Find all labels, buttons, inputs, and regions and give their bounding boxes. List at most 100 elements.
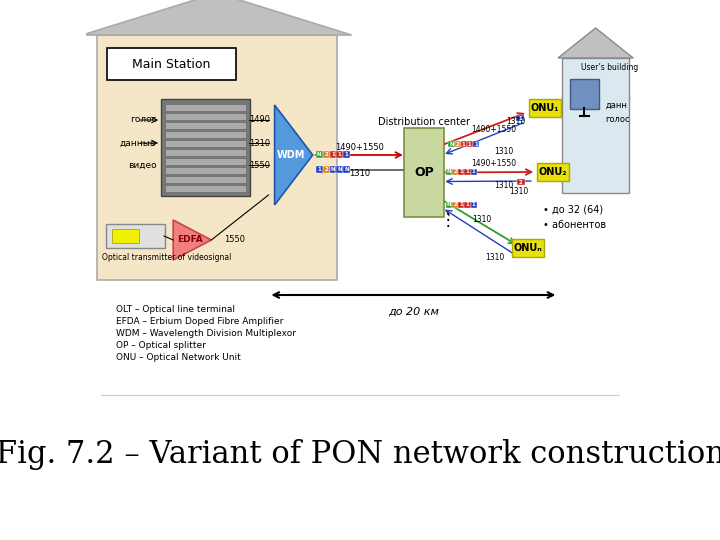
Text: ⋮: ⋮ xyxy=(439,211,456,229)
FancyBboxPatch shape xyxy=(516,115,524,121)
Text: 1490+1550: 1490+1550 xyxy=(335,143,384,152)
Text: Fig. 7.2 – Variant of PON network construction: Fig. 7.2 – Variant of PON network constr… xyxy=(0,440,720,470)
FancyBboxPatch shape xyxy=(471,168,477,174)
Text: Main Station: Main Station xyxy=(132,57,211,71)
Text: 2: 2 xyxy=(456,141,459,146)
FancyBboxPatch shape xyxy=(473,141,479,147)
Text: видео: видео xyxy=(127,160,156,170)
FancyBboxPatch shape xyxy=(165,167,246,174)
Text: 1: 1 xyxy=(472,202,475,207)
Text: 1550: 1550 xyxy=(224,235,245,245)
Text: до 20 км: до 20 км xyxy=(388,307,438,317)
FancyBboxPatch shape xyxy=(161,99,251,196)
Text: голос: голос xyxy=(606,116,630,125)
Text: 1: 1 xyxy=(472,169,475,174)
FancyBboxPatch shape xyxy=(343,151,350,158)
FancyBboxPatch shape xyxy=(464,168,471,174)
Text: 1: 1 xyxy=(468,141,472,146)
FancyBboxPatch shape xyxy=(446,168,452,174)
Text: Optical transmitter of videosignal: Optical transmitter of videosignal xyxy=(102,253,232,262)
Text: N: N xyxy=(344,167,349,172)
Text: WDM: WDM xyxy=(277,150,305,160)
Text: 2: 2 xyxy=(454,202,457,207)
FancyBboxPatch shape xyxy=(316,166,323,173)
FancyBboxPatch shape xyxy=(330,151,336,158)
Text: 1: 1 xyxy=(459,202,463,207)
Text: 1: 1 xyxy=(459,169,463,174)
Text: N: N xyxy=(449,141,454,146)
Text: 1310: 1310 xyxy=(472,215,492,225)
Text: EFDA – Erbium Doped Fibre Amplifier: EFDA – Erbium Doped Fibre Amplifier xyxy=(116,318,284,327)
FancyBboxPatch shape xyxy=(112,229,139,243)
FancyBboxPatch shape xyxy=(452,202,459,208)
Text: ONU – Optical Network Unit: ONU – Optical Network Unit xyxy=(116,354,240,362)
Text: 1: 1 xyxy=(518,116,522,120)
FancyBboxPatch shape xyxy=(107,48,235,80)
Text: 1490: 1490 xyxy=(249,116,270,125)
FancyBboxPatch shape xyxy=(165,113,246,120)
FancyBboxPatch shape xyxy=(446,202,452,208)
Text: 1: 1 xyxy=(331,152,335,157)
FancyBboxPatch shape xyxy=(459,168,464,174)
Polygon shape xyxy=(97,35,337,280)
Text: Distribution center: Distribution center xyxy=(378,117,470,127)
Text: N: N xyxy=(317,152,322,157)
FancyBboxPatch shape xyxy=(570,79,598,109)
Text: WDM – Wavelength Division Multiplexor: WDM – Wavelength Division Multiplexor xyxy=(116,329,296,339)
FancyBboxPatch shape xyxy=(165,158,246,165)
FancyBboxPatch shape xyxy=(165,149,246,156)
Text: N: N xyxy=(330,167,336,172)
Text: 1490+1550: 1490+1550 xyxy=(471,125,516,134)
Polygon shape xyxy=(562,58,629,193)
Text: голос: голос xyxy=(130,116,156,125)
Text: N: N xyxy=(447,169,451,174)
Text: 1310: 1310 xyxy=(506,118,525,126)
Text: 1310: 1310 xyxy=(249,138,270,147)
FancyBboxPatch shape xyxy=(336,151,343,158)
FancyBboxPatch shape xyxy=(449,141,454,147)
Text: ONU₁: ONU₁ xyxy=(530,103,559,113)
Text: OP – Optical splitter: OP – Optical splitter xyxy=(116,341,206,350)
Text: 2: 2 xyxy=(454,169,457,174)
Text: EDFA: EDFA xyxy=(177,235,203,245)
Text: OP: OP xyxy=(414,166,434,179)
Text: 1310: 1310 xyxy=(485,253,505,262)
Text: 2: 2 xyxy=(519,179,523,185)
FancyBboxPatch shape xyxy=(467,141,473,147)
FancyBboxPatch shape xyxy=(461,141,467,147)
FancyBboxPatch shape xyxy=(323,151,330,158)
Text: N: N xyxy=(338,167,342,172)
FancyBboxPatch shape xyxy=(404,128,444,217)
FancyBboxPatch shape xyxy=(323,166,330,173)
Text: данные: данные xyxy=(120,138,156,147)
Text: 1310: 1310 xyxy=(348,170,370,179)
Text: 1550: 1550 xyxy=(249,160,270,170)
Text: User’s building: User’s building xyxy=(581,64,639,72)
Polygon shape xyxy=(83,0,351,35)
FancyBboxPatch shape xyxy=(528,99,561,117)
FancyBboxPatch shape xyxy=(165,131,246,138)
FancyBboxPatch shape xyxy=(165,176,246,183)
Text: данн: данн xyxy=(606,100,627,110)
FancyBboxPatch shape xyxy=(106,224,165,248)
Text: 1: 1 xyxy=(462,141,466,146)
Text: 2: 2 xyxy=(324,167,328,172)
Text: 1310: 1310 xyxy=(509,187,528,197)
FancyBboxPatch shape xyxy=(452,168,459,174)
Text: • до 32 (64): • до 32 (64) xyxy=(543,205,603,215)
Text: 1: 1 xyxy=(474,141,478,146)
FancyBboxPatch shape xyxy=(512,239,544,257)
FancyBboxPatch shape xyxy=(471,202,477,208)
Polygon shape xyxy=(558,28,633,58)
Text: 1490+1550: 1490+1550 xyxy=(471,159,516,167)
FancyBboxPatch shape xyxy=(316,151,323,158)
Text: 1: 1 xyxy=(345,152,348,157)
Text: 1310: 1310 xyxy=(494,147,513,157)
Text: 1: 1 xyxy=(466,169,469,174)
Text: 1: 1 xyxy=(338,152,342,157)
Text: N: N xyxy=(447,202,451,207)
FancyBboxPatch shape xyxy=(464,202,471,208)
Text: ONU₂: ONU₂ xyxy=(539,167,567,177)
FancyBboxPatch shape xyxy=(343,166,350,173)
FancyBboxPatch shape xyxy=(537,163,569,181)
